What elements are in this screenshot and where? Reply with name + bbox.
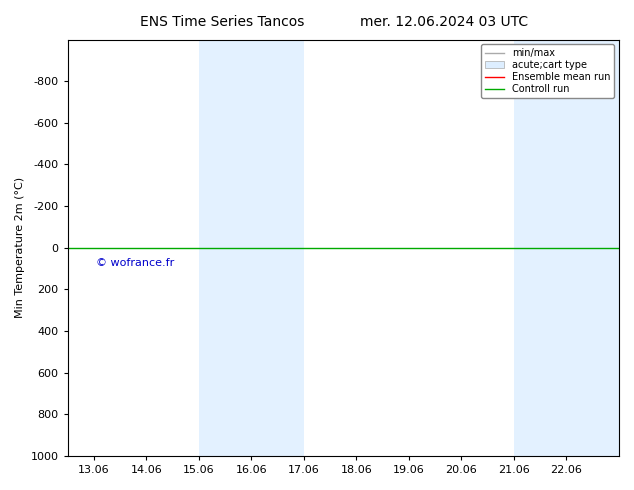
Text: © wofrance.fr: © wofrance.fr bbox=[96, 258, 175, 268]
Y-axis label: Min Temperature 2m (°C): Min Temperature 2m (°C) bbox=[15, 177, 25, 318]
Bar bbox=[199, 40, 304, 456]
Text: ENS Time Series Tancos: ENS Time Series Tancos bbox=[139, 15, 304, 29]
Bar bbox=[514, 40, 634, 456]
Text: mer. 12.06.2024 03 UTC: mer. 12.06.2024 03 UTC bbox=[359, 15, 528, 29]
Legend: min/max, acute;cart type, Ensemble mean run, Controll run: min/max, acute;cart type, Ensemble mean … bbox=[481, 45, 614, 98]
